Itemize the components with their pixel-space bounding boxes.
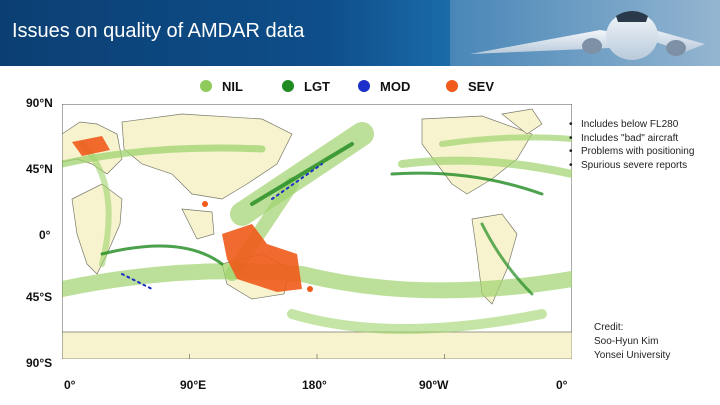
- legend-marker-nil: [200, 80, 212, 92]
- legend-label-lgt: LGT: [304, 78, 330, 94]
- legend-item-sev: SEV: [446, 74, 494, 98]
- airplane-image: [450, 0, 720, 66]
- y-axis-label-45s: 45°S: [26, 290, 53, 304]
- y-axis-label-90s: 90°S: [26, 356, 53, 370]
- y-axis-label-90n: 90°N: [26, 96, 53, 110]
- y-axis-label-0: 0°: [39, 228, 51, 242]
- legend-item-nil: NIL: [200, 74, 243, 98]
- x-axis-label-0: 0°: [64, 378, 76, 392]
- x-axis-label-90w: 90°W: [419, 378, 449, 392]
- legend-label-mod: MOD: [380, 78, 411, 94]
- credit-author: Soo-Hyun Kim: [594, 336, 659, 347]
- flight-tracks: [62, 122, 572, 334]
- issues-list: Includes below FL280 Includes "bad" airc…: [569, 118, 719, 172]
- severe-reports: [72, 136, 313, 292]
- amdar-world-map: [62, 104, 572, 359]
- legend-marker-sev: [446, 80, 458, 92]
- issue-item: Includes below FL280: [569, 118, 719, 132]
- slide-title: Issues on quality of AMDAR data: [12, 20, 305, 42]
- y-axis-label-45n: 45°N: [26, 162, 53, 176]
- credit-affiliation: Yonsei University: [594, 350, 671, 361]
- legend-marker-lgt: [282, 80, 294, 92]
- legend-label-sev: SEV: [468, 78, 495, 94]
- legend-marker-mod: [358, 80, 370, 92]
- legend-item-mod: MOD: [358, 74, 410, 98]
- credit-block: Credit: Soo-Hyun Kim Yonsei University: [594, 321, 670, 363]
- x-axis-label-90e: 90°E: [180, 378, 207, 392]
- legend-label-nil: NIL: [222, 78, 243, 94]
- legend-item-lgt: LGT: [282, 74, 330, 98]
- graticule: [62, 104, 445, 359]
- issue-item: Includes "bad" aircraft: [569, 132, 719, 146]
- issue-item: Problems with positioning: [569, 145, 719, 159]
- issue-item: Spurious severe reports: [569, 159, 719, 173]
- x-axis-label-0-right: 0°: [556, 378, 568, 392]
- chart-legend: NIL LGT MOD SEV: [200, 74, 530, 98]
- credit-label: Credit:: [594, 322, 624, 333]
- slide-header: Issues on quality of AMDAR data: [0, 0, 720, 66]
- x-axis-label-180: 180°: [302, 378, 327, 392]
